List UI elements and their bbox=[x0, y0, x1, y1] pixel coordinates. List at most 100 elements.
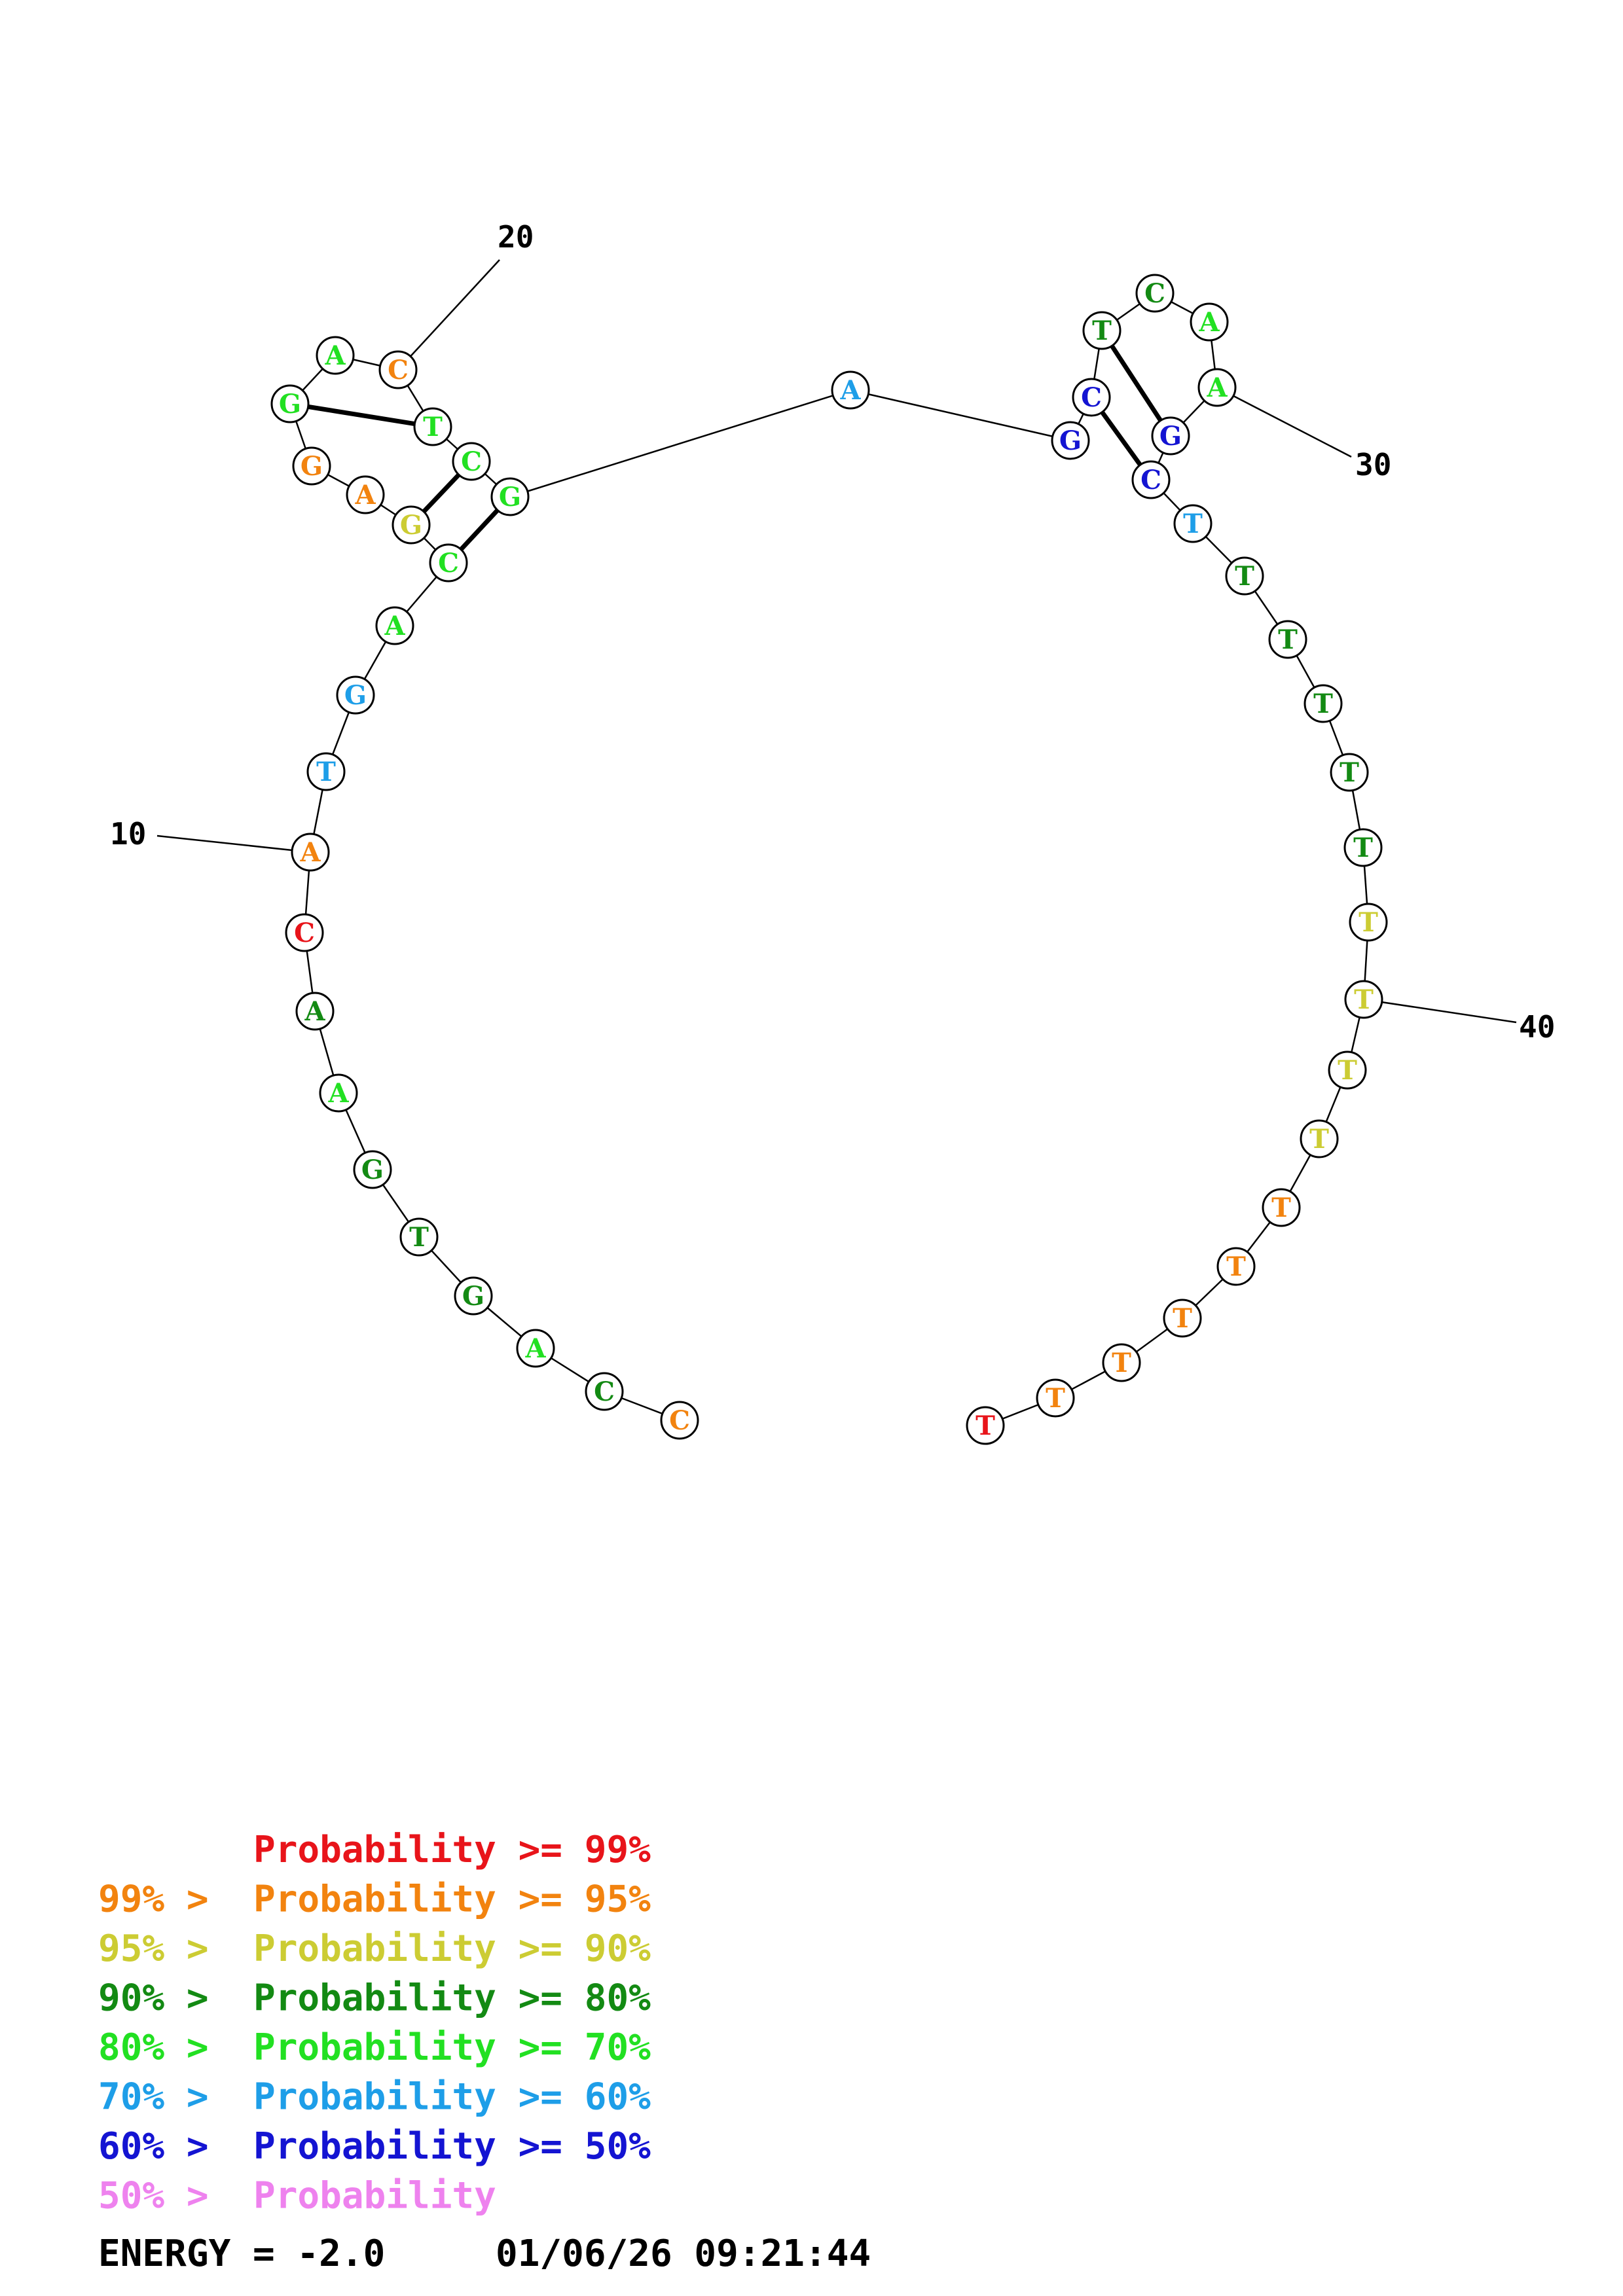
nucleotide-circle bbox=[306, 752, 346, 791]
nucleotide-letter: A bbox=[384, 611, 405, 641]
nucleotide-letter: T bbox=[1338, 1055, 1357, 1086]
nucleotide-circle bbox=[1072, 378, 1111, 417]
legend-text: Probability >= 50% bbox=[253, 2125, 651, 2168]
nucleotide: T bbox=[1173, 504, 1213, 543]
legend-entry: 99% > Probability >= 95% bbox=[98, 1878, 651, 1921]
nucleotide-circle bbox=[1262, 1188, 1301, 1227]
nucleotide-letter: A bbox=[524, 1333, 546, 1364]
legend-prefix: 90% > bbox=[98, 1977, 230, 2020]
nucleotide: T bbox=[1328, 1050, 1367, 1090]
nucleotide-circle bbox=[392, 505, 431, 545]
nucleotide-letter: C bbox=[1144, 278, 1165, 309]
legend-prefix: 99% > bbox=[98, 1878, 230, 1921]
nucleotide: A bbox=[831, 370, 870, 410]
nucleotide-circle bbox=[375, 606, 414, 645]
nucleotide-letter: T bbox=[1271, 1193, 1291, 1223]
legend-entry: Probability >= 99% bbox=[253, 1829, 651, 1871]
nucleotide-letter: T bbox=[423, 412, 443, 442]
nucleotide-circle bbox=[378, 350, 418, 389]
nucleotide-letter: G bbox=[361, 1155, 384, 1185]
nucleotide-letter: A bbox=[304, 996, 325, 1027]
nucleotide: T bbox=[1344, 980, 1383, 1019]
nucleotide: C bbox=[429, 543, 468, 583]
nucleotide: A bbox=[375, 606, 414, 645]
base-pair-bond bbox=[1100, 329, 1173, 437]
backbone-segment bbox=[509, 389, 851, 498]
nucleotide-circle bbox=[295, 992, 335, 1031]
nucleotide-circle bbox=[1051, 421, 1090, 460]
nucleotide-letter: G bbox=[344, 680, 367, 711]
nucleotide-letter: C bbox=[1081, 382, 1102, 413]
legend-prefix: 60% > bbox=[98, 2125, 230, 2168]
nucleotide-letter: A bbox=[1198, 307, 1220, 338]
position-tick-layer: 10 20 30 40 bbox=[110, 219, 1555, 1045]
nucleotide: A bbox=[1190, 302, 1229, 342]
position-tick-line bbox=[1216, 386, 1352, 458]
position-tick-line bbox=[397, 259, 500, 370]
nucleotide: T bbox=[1082, 311, 1122, 350]
nucleotide: T bbox=[1343, 828, 1383, 867]
nucleotide-letter: T bbox=[316, 757, 336, 787]
nucleotide: T bbox=[1304, 684, 1343, 723]
nucleotide-letter: G bbox=[301, 451, 323, 482]
nucleotide-circle bbox=[346, 475, 385, 514]
nucleotide-circle bbox=[285, 913, 324, 952]
nucleotide-letter: G bbox=[1059, 425, 1082, 456]
nucleotide: A bbox=[291, 833, 330, 872]
nucleotide-letter: T bbox=[1353, 833, 1373, 863]
nucleotide-circle bbox=[452, 442, 491, 481]
nucleotide-letter: G bbox=[400, 510, 422, 541]
nucleotide-letter: T bbox=[1278, 624, 1298, 655]
nucleotide-letter: A bbox=[324, 340, 346, 371]
nucleotide-letter: C bbox=[669, 1405, 690, 1436]
legend-prefix: 50% > bbox=[98, 2175, 230, 2217]
legend-text: Probability >= 99% bbox=[253, 1829, 651, 1871]
legend-text: Probability >= 80% bbox=[253, 1977, 651, 2020]
nucleotide-circle bbox=[270, 384, 310, 423]
nucleotide-circle bbox=[1151, 416, 1190, 456]
nucleotide-circle bbox=[1300, 1119, 1339, 1158]
nucleotide: T bbox=[1300, 1119, 1339, 1158]
energy-label: ENERGY = -2.0 bbox=[98, 2233, 385, 2275]
nucleotide-circle bbox=[1344, 980, 1383, 1019]
nucleotide-letter: T bbox=[1235, 561, 1254, 592]
nucleotide: G bbox=[392, 505, 431, 545]
nucleotide-letter: G bbox=[462, 1281, 484, 1312]
position-tick-label: 20 bbox=[498, 219, 534, 255]
nucleotide-circle bbox=[336, 675, 375, 715]
nucleotide-circle bbox=[1036, 1378, 1075, 1418]
base-pair-bond bbox=[289, 401, 433, 429]
nucleotide-circle bbox=[1082, 311, 1122, 350]
nucleotide: T bbox=[1349, 903, 1388, 942]
legend-text: Probability >= 60% bbox=[253, 2076, 651, 2119]
nucleotide: C bbox=[285, 913, 324, 952]
nucleotide: T bbox=[1330, 753, 1369, 792]
nucleotide: G bbox=[353, 1150, 392, 1189]
nucleotide-circle bbox=[454, 1276, 493, 1316]
nucleotide-letter: T bbox=[409, 1222, 429, 1253]
nucleotide-circle bbox=[1304, 684, 1343, 723]
nucleotide-circle bbox=[1190, 302, 1229, 342]
nucleotide-circle bbox=[413, 407, 452, 446]
nucleotide-letter: T bbox=[1092, 315, 1112, 346]
nucleotide-letter: T bbox=[1046, 1383, 1065, 1414]
position-tick-line bbox=[156, 834, 311, 853]
nucleotide: T bbox=[306, 752, 346, 791]
timestamp-label: 01/06/26 09:21:44 bbox=[496, 2233, 871, 2275]
nucleotide-circle bbox=[660, 1401, 699, 1440]
nucleotide-circle bbox=[1163, 1299, 1202, 1338]
nucleotide-letter: C bbox=[438, 548, 459, 579]
nucleotide-letter: T bbox=[1183, 509, 1203, 539]
legend-prefix: 70% > bbox=[98, 2076, 230, 2119]
legend-prefix: 95% > bbox=[98, 1928, 230, 1970]
nucleotide: A bbox=[346, 475, 385, 514]
nucleotide-circle bbox=[1216, 1247, 1256, 1286]
nucleotide-letter: A bbox=[839, 375, 861, 406]
nucleotide: G bbox=[490, 477, 530, 516]
nucleotide-circle bbox=[1330, 753, 1369, 792]
nucleotide-letter: G bbox=[499, 482, 521, 512]
nucleotide: A bbox=[316, 336, 355, 375]
position-tick-label: 40 bbox=[1519, 1009, 1555, 1045]
